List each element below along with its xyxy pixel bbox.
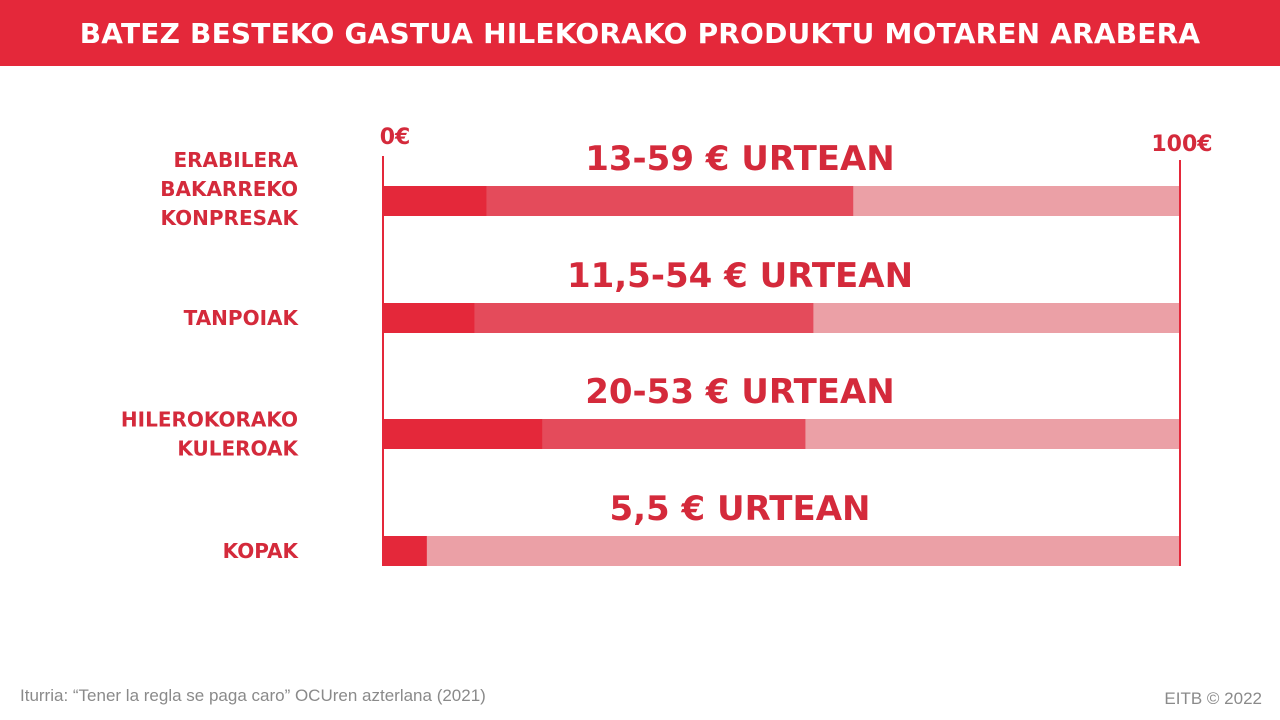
bar-value-label: 5,5 € URTEAN (609, 489, 870, 529)
axis-min-label: 0€ (380, 125, 411, 150)
title-bar: BATEZ BESTEKO GASTUA HILEKORAKO PRODUKTU… (0, 0, 1280, 66)
source-note: Iturria: “Tener la regla se paga caro” O… (20, 686, 486, 705)
bar-min-segment (383, 536, 427, 566)
bar-value-label: 11,5-54 € URTEAN (567, 256, 913, 296)
range-bar-chart: 13-59 € URTEAN ERABILERA BAKARREKO KONPRESA… (121, 125, 1213, 566)
bar-value-label: 13-59 € URTEAN (585, 139, 895, 179)
bar-remainder (383, 536, 1180, 566)
bar-range-segment (486, 186, 854, 216)
bar-value-label: 20-53 € URTEAN (585, 372, 895, 412)
category-label: TANPOIAK (184, 306, 300, 330)
bar-range-segment (474, 303, 814, 333)
axis-max-label: 100€ (1151, 132, 1212, 157)
category-label: KULEROAK (177, 437, 299, 461)
copyright-credit: EITB © 2022 (1164, 689, 1262, 708)
category-label: BAKARREKO (160, 177, 298, 201)
bar-range-segment (542, 419, 806, 449)
category-label: KOPAK (223, 539, 300, 563)
bar-min-segment (383, 186, 487, 216)
bar-min-segment (383, 419, 543, 449)
category-label: KONPRESAK (161, 206, 300, 230)
bar-min-segment (383, 303, 475, 333)
page-title: BATEZ BESTEKO GASTUA HILEKORAKO PRODUKTU… (79, 16, 1201, 50)
category-label: ERABILERA (173, 148, 298, 172)
category-label: HILEROKORAKO (121, 408, 298, 432)
